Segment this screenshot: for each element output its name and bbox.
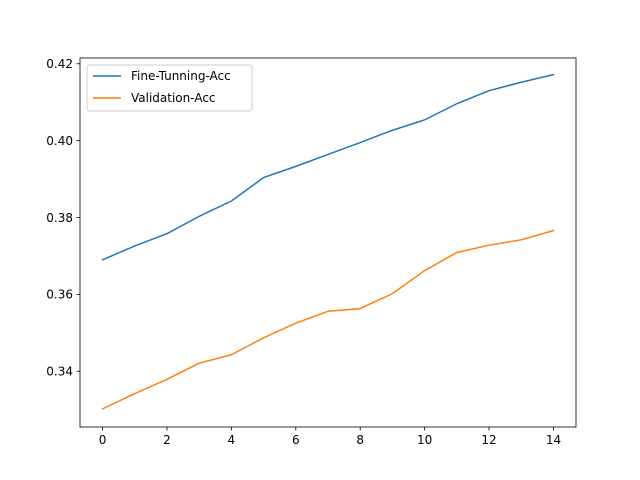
legend: Fine-Tunning-Acc Validation-Acc xyxy=(86,64,253,112)
x-tick-label: 0 xyxy=(99,433,107,447)
y-tick-label: 0.42 xyxy=(46,57,73,71)
legend-label-validation-acc: Validation-Acc xyxy=(131,91,216,105)
x-tick-label: 14 xyxy=(546,433,561,447)
y-tick-label: 0.40 xyxy=(46,134,73,148)
series-line-fine-tunning-acc xyxy=(101,73,555,261)
legend-label-fine-tunning-acc: Fine-Tunning-Acc xyxy=(131,69,231,83)
x-tick-label: 4 xyxy=(228,433,236,447)
x-tick-label: 12 xyxy=(481,433,496,447)
y-tick-label: 0.38 xyxy=(46,211,73,225)
series-line-validation-acc xyxy=(101,229,555,410)
y-tick-label: 0.34 xyxy=(46,365,73,379)
legend-box xyxy=(86,64,253,112)
x-tick-label: 10 xyxy=(417,433,432,447)
x-tick-label: 6 xyxy=(292,433,300,447)
plot-frame xyxy=(79,57,577,428)
x-tick-label: 8 xyxy=(356,433,364,447)
x-tick-label: 2 xyxy=(163,433,171,447)
y-tick-label: 0.36 xyxy=(46,288,73,302)
